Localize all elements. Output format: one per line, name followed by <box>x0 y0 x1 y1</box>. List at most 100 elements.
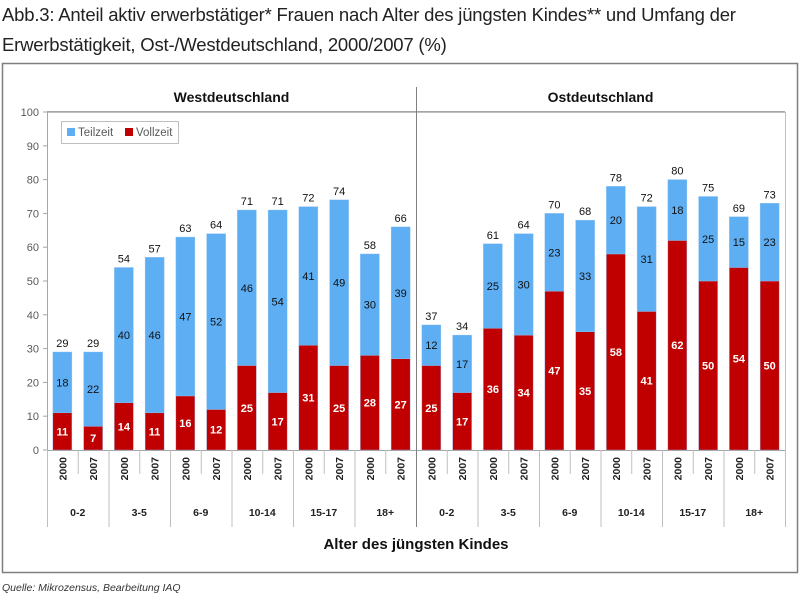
legend-label-teilzeit: Teilzeit <box>78 127 114 139</box>
data-label-total: 68 <box>579 206 591 218</box>
data-label-teilzeit: 17 <box>456 359 468 371</box>
legend: Teilzeit Vollzeit <box>61 121 179 144</box>
data-label-total: 54 <box>118 253 130 265</box>
data-label-vollzeit: 35 <box>579 386 591 398</box>
data-label-vollzeit: 50 <box>702 361 714 373</box>
x-group-label: 3-5 <box>132 507 147 519</box>
data-label-vollzeit: 11 <box>57 426 69 438</box>
data-label-teilzeit: 18 <box>56 377 68 389</box>
y-tick-label: 80 <box>27 175 39 187</box>
data-label-vollzeit: 14 <box>118 421 131 433</box>
data-label-vollzeit: 41 <box>641 376 653 388</box>
data-label-total: 66 <box>395 213 407 225</box>
data-label-teilzeit: 49 <box>333 278 345 290</box>
x-tick-label-year: 2007 <box>211 457 223 481</box>
x-tick-label-year: 2007 <box>334 457 346 481</box>
data-label-teilzeit: 23 <box>764 237 776 249</box>
source-note: Quelle: Mikrozensus, Bearbeitung IAQ <box>2 582 181 594</box>
data-label-total: 63 <box>179 223 191 235</box>
data-label-total: 37 <box>425 311 437 323</box>
data-label-total: 69 <box>733 203 745 215</box>
data-label-total: 72 <box>302 193 314 205</box>
bar-teilzeit <box>544 213 565 292</box>
x-tick-label-year: 2007 <box>519 457 531 481</box>
bar-teilzeit <box>298 206 319 346</box>
data-label-teilzeit: 41 <box>302 271 314 283</box>
x-tick-label-year: 2000 <box>303 457 315 481</box>
x-group-label: 10-14 <box>618 507 645 519</box>
data-label-total: 71 <box>272 196 284 208</box>
x-tick-label-year: 2007 <box>580 457 592 481</box>
data-label-teilzeit: 54 <box>272 296 284 308</box>
data-label-teilzeit: 47 <box>179 311 191 323</box>
x-tick-label-year: 2000 <box>119 457 131 481</box>
data-label-vollzeit: 54 <box>733 354 746 366</box>
data-label-vollzeit: 7 <box>90 433 96 445</box>
y-tick-label: 30 <box>27 344 39 356</box>
bar-teilzeit <box>52 351 73 414</box>
x-group-label: 6-9 <box>562 507 577 519</box>
data-labels: 11 18 29 7 22 29 14 40 54 11 46 57 16 47 63 12 52 64 25 46 7… <box>56 166 776 446</box>
bar-teilzeit <box>360 253 380 356</box>
data-label-vollzeit: 11 <box>149 426 161 438</box>
x-tick-label-year: 2007 <box>642 457 654 481</box>
y-tick-label: 90 <box>27 141 39 153</box>
bar-teilzeit <box>452 334 472 393</box>
data-label-vollzeit: 17 <box>456 416 468 428</box>
data-label-total: 29 <box>56 338 68 350</box>
data-label-teilzeit: 25 <box>487 281 499 293</box>
legend-label-vollzeit: Vollzeit <box>136 127 173 139</box>
x-group-label: 18+ <box>745 507 763 519</box>
y-tick-label: 40 <box>27 310 39 322</box>
bar-teilzeit <box>698 196 718 282</box>
data-label-vollzeit: 16 <box>179 418 191 430</box>
data-label-total: 71 <box>241 196 253 208</box>
data-label-teilzeit: 40 <box>118 330 130 342</box>
panel-title-ostdeutschland: Ostdeutschland <box>548 89 654 105</box>
y-tick-label: 70 <box>27 208 39 220</box>
bars <box>52 179 780 451</box>
bar-teilzeit <box>636 206 657 312</box>
x-group-label: 0-2 <box>70 507 85 519</box>
data-label-total: 34 <box>456 321 468 333</box>
data-label-vollzeit: 17 <box>272 416 284 428</box>
bar-teilzeit <box>575 219 595 332</box>
data-label-total: 61 <box>487 230 499 242</box>
data-label-vollzeit: 47 <box>548 366 560 378</box>
data-label-teilzeit: 30 <box>518 279 530 291</box>
data-label-total: 57 <box>149 243 161 255</box>
data-label-vollzeit: 34 <box>518 388 531 400</box>
data-label-vollzeit: 31 <box>302 393 314 405</box>
data-label-vollzeit: 62 <box>671 340 683 352</box>
data-label-teilzeit: 46 <box>241 283 253 295</box>
data-label-vollzeit: 36 <box>487 384 499 396</box>
x-group-label: 10-14 <box>249 507 276 519</box>
bar-teilzeit <box>421 324 442 366</box>
bar-teilzeit <box>267 209 288 393</box>
data-label-total: 64 <box>518 220 530 232</box>
bar-teilzeit <box>729 216 749 268</box>
x-group-label: 3-5 <box>501 507 516 519</box>
data-label-total: 64 <box>210 220 222 232</box>
x-tick-label-year: 2000 <box>365 457 377 481</box>
y-tick-label: 0 <box>33 445 39 457</box>
data-label-vollzeit: 12 <box>210 425 222 437</box>
data-label-total: 70 <box>548 199 560 211</box>
x-tick-label-year: 2000 <box>549 457 561 481</box>
bar-teilzeit <box>759 203 780 282</box>
y-tick-label: 100 <box>21 107 39 119</box>
data-label-teilzeit: 22 <box>87 384 99 396</box>
x-tick-label-year: 2000 <box>611 457 623 481</box>
panel-title-westdeutschland: Westdeutschland <box>174 89 290 105</box>
bar-teilzeit <box>513 233 534 336</box>
data-label-vollzeit: 27 <box>395 399 407 411</box>
y-tick-label: 10 <box>27 411 39 423</box>
x-tick-label-year: 2007 <box>88 457 100 481</box>
x-tick-label-year: 2007 <box>765 457 777 481</box>
bar-teilzeit <box>206 233 226 410</box>
bar-teilzeit <box>237 209 257 366</box>
y-tick-label: 20 <box>27 377 39 389</box>
bar-teilzeit <box>329 199 349 366</box>
data-label-total: 80 <box>671 166 683 178</box>
data-label-vollzeit: 50 <box>764 361 776 373</box>
